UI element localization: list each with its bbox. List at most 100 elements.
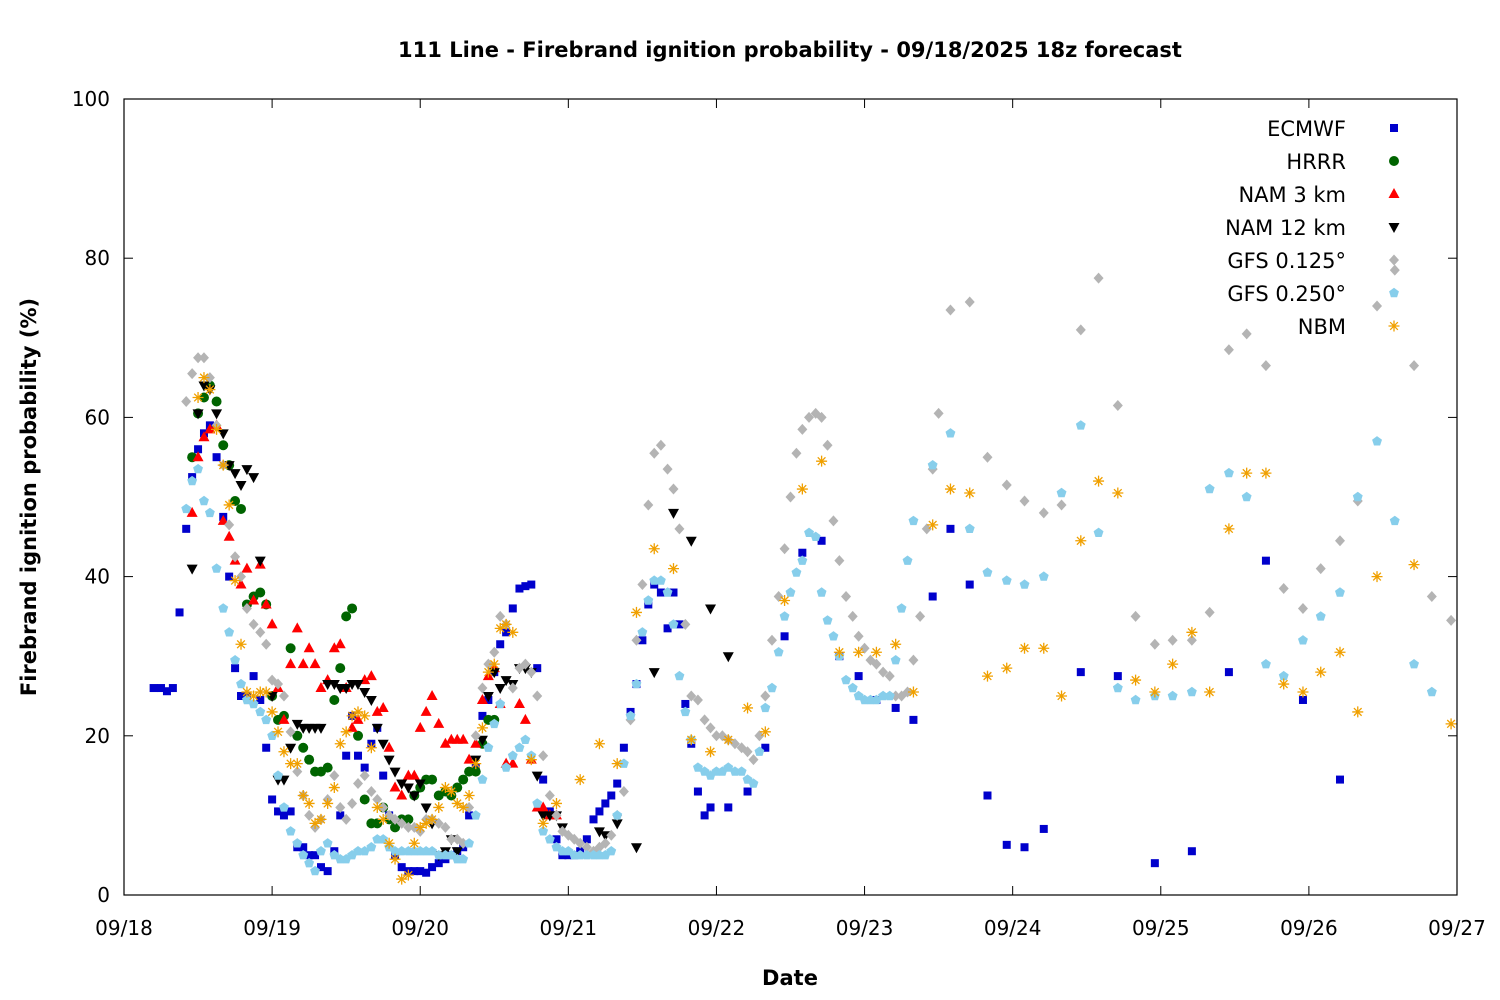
data-point (410, 867, 419, 876)
data-point (724, 803, 733, 812)
data-point (427, 846, 437, 856)
data-point (316, 863, 325, 872)
data-point (194, 445, 203, 454)
data-point (235, 481, 247, 492)
data-point (256, 695, 265, 704)
data-point (705, 722, 716, 734)
data-point (890, 638, 902, 650)
data-point (198, 431, 210, 442)
data-point (649, 447, 660, 459)
data-point (828, 515, 839, 527)
data-point (463, 790, 475, 801)
data-point (278, 746, 290, 758)
data-point (668, 483, 679, 495)
data-point (322, 797, 334, 809)
data-point (680, 706, 691, 717)
data-point (198, 352, 209, 364)
legend-marker (1389, 156, 1399, 166)
data-point (1093, 272, 1104, 284)
data-point (235, 578, 247, 589)
data-point (248, 594, 260, 605)
data-point (278, 713, 290, 724)
data-point (383, 755, 395, 766)
data-point (779, 611, 790, 621)
data-point (205, 507, 215, 518)
data-point (403, 821, 414, 833)
data-point (1224, 467, 1234, 478)
data-point (531, 771, 543, 782)
data-point (477, 682, 488, 694)
data-point (847, 682, 858, 693)
data-point (352, 680, 364, 691)
data-point (797, 555, 808, 565)
data-point (791, 567, 802, 577)
data-point (261, 714, 272, 725)
data-point (273, 770, 283, 780)
data-point (582, 835, 591, 844)
data-point (841, 591, 852, 602)
data-point (328, 782, 340, 794)
data-point (285, 726, 296, 738)
data-point (279, 811, 288, 820)
series-nbm (192, 372, 1457, 885)
data-point (743, 787, 752, 796)
data-point (656, 575, 666, 585)
data-point (927, 519, 939, 531)
data-point (816, 455, 828, 467)
data-point (162, 687, 171, 696)
data-point (231, 664, 240, 673)
data-point (254, 686, 266, 698)
data-point (285, 743, 297, 754)
data-point (175, 608, 184, 617)
data-point (315, 682, 327, 693)
data-point (723, 762, 734, 772)
data-point (669, 588, 678, 597)
data-point (1426, 686, 1437, 697)
data-point (748, 754, 759, 766)
data-point (611, 819, 623, 830)
data-point (667, 508, 679, 519)
data-point (630, 606, 642, 618)
data-point (1408, 559, 1420, 571)
y-tick-label: 40 (85, 565, 110, 589)
data-point (648, 543, 660, 555)
data-point (773, 647, 784, 657)
data-point (235, 638, 247, 650)
data-point (575, 837, 586, 849)
data-point (199, 495, 209, 506)
x-axis: 09/18 09/19 09/20 09/21 09/22 09/23 09/24 09/25… (95, 99, 1486, 940)
data-point (667, 563, 679, 575)
data-point (193, 463, 203, 474)
data-point (371, 723, 383, 734)
data-point (1167, 658, 1179, 670)
data-point (521, 582, 530, 591)
data-point (1019, 642, 1031, 654)
data-point (551, 809, 562, 821)
data-point (470, 758, 482, 770)
data-point (451, 847, 463, 858)
data-point (593, 827, 605, 838)
data-point (1260, 360, 1271, 372)
data-point (224, 519, 235, 531)
data-point (260, 686, 272, 698)
data-point (537, 817, 549, 829)
data-point (236, 571, 247, 583)
data-point (878, 690, 888, 701)
data-point (304, 858, 315, 868)
data-point (742, 702, 754, 714)
data-point (198, 392, 209, 403)
data-point (791, 447, 802, 459)
data-point (796, 483, 808, 495)
data-point (414, 721, 426, 732)
data-point (241, 562, 253, 573)
data-point (482, 666, 494, 678)
data-point (372, 793, 383, 805)
data-point (1130, 674, 1142, 686)
data-point (483, 742, 494, 752)
data-point (822, 615, 833, 625)
data-point (581, 841, 592, 853)
data-point (482, 692, 494, 702)
data-point (397, 863, 406, 872)
data-point (229, 575, 241, 587)
